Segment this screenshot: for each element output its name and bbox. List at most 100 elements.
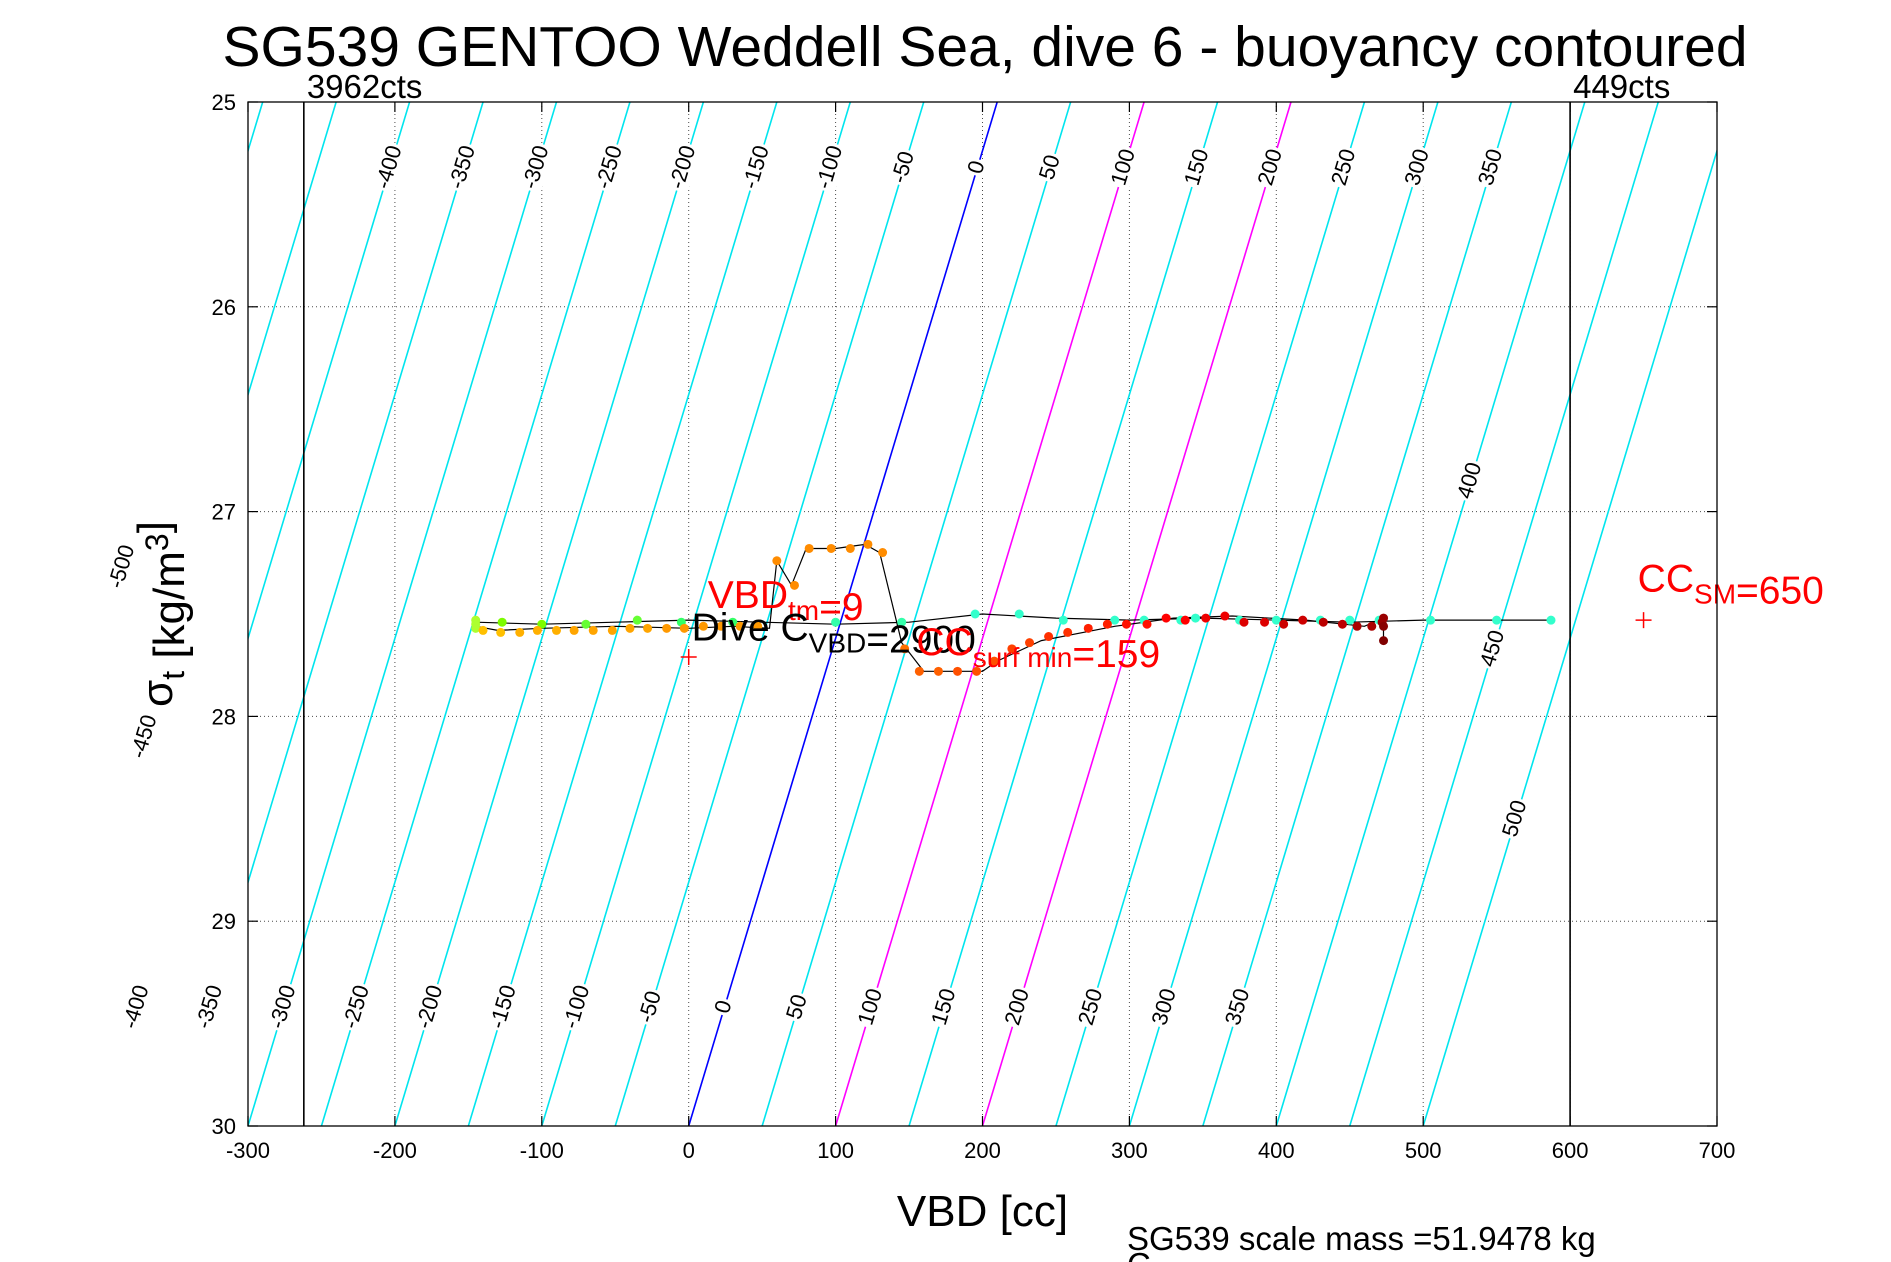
footer-text: SG539 scale mass =51.9478 kg	[1127, 1220, 1596, 1257]
data-point	[588, 625, 598, 635]
contour-label-bg	[632, 985, 667, 1028]
text-part: =159	[1072, 633, 1160, 676]
contour-line	[908, 102, 1219, 1126]
y-tick-label: 25	[212, 90, 236, 115]
data-point	[1239, 617, 1249, 627]
data-point	[1379, 636, 1389, 646]
data-point	[1279, 619, 1289, 629]
contour-label-bg	[925, 983, 962, 1030]
contour-label-bg	[736, 140, 775, 194]
contour-label-bg	[1474, 625, 1510, 672]
data-point	[804, 543, 814, 553]
data-point	[789, 580, 799, 590]
contour-line	[1202, 102, 1513, 1126]
data-point	[1058, 615, 1068, 625]
data-point	[569, 625, 579, 635]
contour-label-bg	[516, 140, 555, 194]
text-part: Dive C	[692, 607, 809, 650]
data-point	[914, 666, 924, 676]
x-tick-label: 100	[817, 1138, 854, 1163]
data-point	[1201, 613, 1211, 623]
text-part: =2900	[866, 619, 976, 662]
contour-label-bg	[1251, 143, 1288, 191]
contour-line	[1275, 102, 1586, 1126]
contour-label-bg	[663, 140, 701, 194]
data-point	[532, 625, 542, 635]
contour-label-bg	[1398, 143, 1435, 191]
contour-line	[541, 102, 852, 1126]
data-point	[970, 609, 980, 619]
x-axis-label: VBD [cc]	[897, 1187, 1068, 1236]
data-point	[607, 625, 617, 635]
contour-label-bg	[998, 983, 1035, 1030]
x-tick-label: -300	[226, 1138, 270, 1163]
contour-label-bg	[708, 995, 738, 1019]
contour-label-bg	[442, 140, 481, 194]
subscript-text: t	[155, 671, 191, 680]
y-axis-label: σt [kg/m3]	[129, 521, 194, 707]
contour-line	[981, 102, 1292, 1126]
text-part: implied mass (apogee) = 51.911	[1200, 1258, 1679, 1262]
data-point	[1379, 613, 1389, 623]
y-tick-label: 26	[212, 295, 236, 320]
subscript-text: SM	[1694, 578, 1736, 609]
contour-line	[394, 102, 705, 1126]
data-point	[625, 623, 635, 633]
contour-label-bg	[1496, 795, 1532, 842]
data-point	[1142, 619, 1152, 629]
contour-label-bg	[116, 980, 155, 1034]
text-part: =9	[819, 586, 863, 629]
contour-label-bg	[810, 140, 848, 194]
data-point	[1007, 644, 1017, 654]
contour-line	[761, 102, 1072, 1126]
text-part: SG539 scale mass =51.9478 kg	[1127, 1220, 1596, 1257]
contour-label-bg	[189, 980, 228, 1034]
x-tick-label: -100	[520, 1138, 564, 1163]
data-point	[497, 617, 507, 627]
plot-clip-group	[248, 102, 1717, 1126]
text-part: [kg/m	[145, 551, 194, 671]
contour-line	[687, 102, 999, 1126]
data-point	[1121, 619, 1131, 629]
data-point	[716, 621, 726, 631]
data-point	[953, 666, 963, 676]
data-point	[972, 666, 982, 676]
data-point	[632, 615, 642, 625]
footer-text: CVBD implied mass (apogee) = 51.911	[1127, 1246, 1679, 1262]
subscript-text: surf min	[973, 642, 1073, 673]
data-point	[1025, 638, 1035, 648]
contour-label-bg	[1178, 143, 1215, 191]
plus-marker	[1635, 612, 1652, 629]
data-point	[581, 619, 591, 629]
data-point	[933, 666, 943, 676]
contour-label-bg	[1072, 983, 1108, 1030]
plot-area: -400 -350 -300 -250 -200 -150 -100 -50 0 50 100 150…	[102, 68, 1824, 1262]
x-tick-label: -200	[373, 1138, 417, 1163]
contour-line	[467, 102, 778, 1126]
contour-line	[248, 102, 411, 642]
data-point	[845, 543, 855, 553]
text-part: =650	[1736, 569, 1824, 612]
y-tick-label: 30	[212, 1114, 236, 1139]
vbd-limit-label: 449cts	[1573, 68, 1670, 105]
subscript-text: tm	[788, 595, 819, 626]
contour-line	[614, 102, 925, 1126]
data-point	[551, 625, 561, 635]
contour-label-bg	[483, 980, 522, 1034]
x-tick-label: 300	[1111, 1138, 1148, 1163]
data-point	[1191, 613, 1201, 623]
data-point	[1271, 615, 1281, 625]
data-point	[1083, 623, 1093, 633]
contour-line	[248, 102, 337, 398]
data-point	[643, 623, 653, 633]
data-point	[1352, 621, 1362, 631]
contour-label-bg	[1325, 143, 1361, 191]
y-tick-label: 28	[212, 704, 236, 729]
contour-label-bg	[1145, 983, 1182, 1030]
vbd-limit-label: 3962cts	[307, 68, 423, 105]
data-point	[1492, 615, 1502, 625]
contour-line	[1422, 147, 1717, 1126]
data-point	[863, 539, 873, 549]
data-point	[1044, 632, 1054, 642]
